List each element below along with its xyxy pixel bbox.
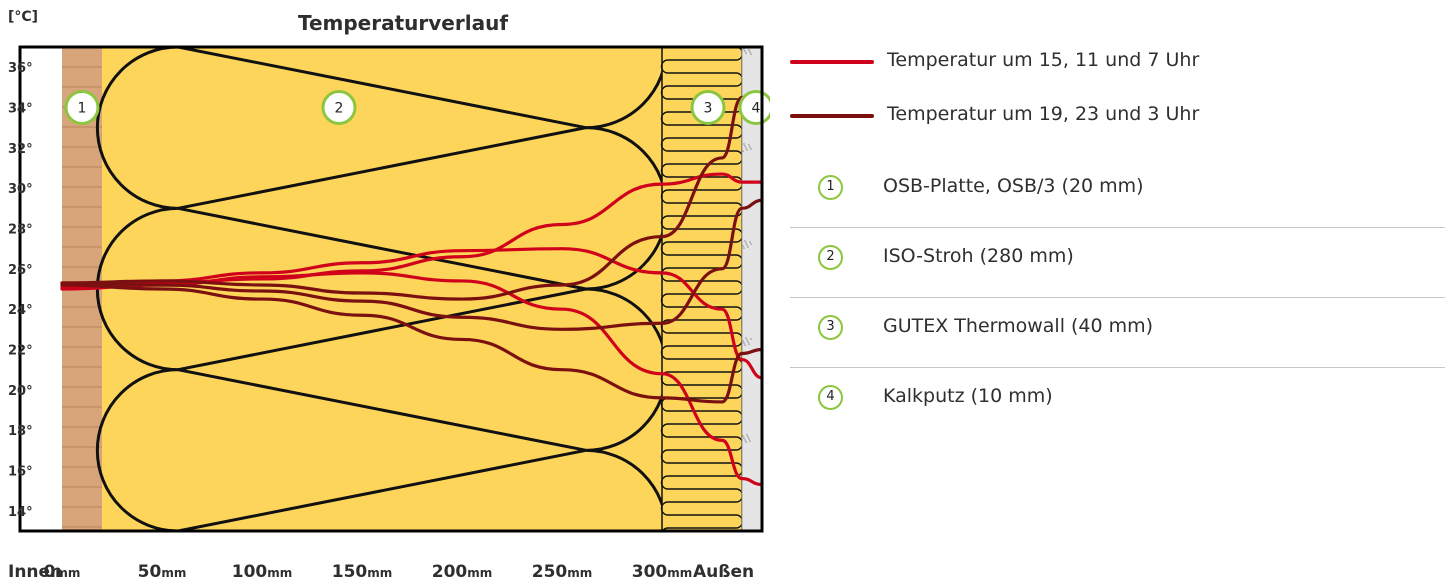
x-tick-label: 300mm	[632, 562, 693, 582]
x-axis: 0mm 50mm 100mm 150mm 200mm 250mm 300mm	[44, 562, 693, 582]
x-tick-unit: mm	[467, 566, 492, 580]
legend-item-label: Kalkputz (10 mm)	[883, 385, 1053, 407]
y-tick-label: 20°	[8, 384, 33, 399]
plaster-speck	[749, 440, 751, 442]
plaster-speck	[744, 240, 746, 242]
x-tick-unit: mm	[161, 566, 186, 580]
plaster-speck	[744, 344, 746, 346]
x-tick-unit: mm	[667, 566, 692, 580]
legend: Temperatur um 15, 11 und 7 Uhr Temperatu…	[790, 40, 1445, 437]
plaster-speck	[746, 339, 748, 341]
plaster-speck	[748, 49, 750, 51]
plaster-speck	[748, 144, 750, 146]
legend-number-badge: 3	[818, 315, 843, 340]
legend-line-night-label: Temperatur um 19, 23 und 3 Uhr	[887, 103, 1199, 125]
x-tick-label: 250mm	[532, 562, 593, 582]
plaster-speck	[745, 242, 747, 244]
layer-marker-label-1: 1	[78, 101, 87, 117]
layer-marker-label-2: 2	[335, 101, 344, 117]
x-tick-value: 150	[332, 562, 368, 582]
y-tick-label: 32°	[8, 142, 33, 157]
plaster-speck	[742, 435, 744, 437]
plaster-speck	[747, 341, 749, 343]
plaster-speck	[745, 441, 747, 443]
chart-title: Temperaturverlauf	[298, 11, 508, 35]
plaster-speck	[744, 50, 746, 52]
plaster-speck	[747, 246, 749, 248]
plaster-speck	[750, 148, 752, 150]
layer-marker-label-3: 3	[704, 101, 713, 117]
legend-line-night: Temperatur um 19, 23 und 3 Uhr	[790, 94, 1445, 148]
y-tick-label: 30°	[8, 182, 33, 197]
plaster-speck	[744, 439, 746, 441]
x-tick-label: 200mm	[432, 562, 493, 582]
y-tick-label: 16°	[8, 465, 33, 480]
legend-item-label: GUTEX Thermowall (40 mm)	[883, 315, 1153, 337]
plaster-speck	[743, 247, 745, 249]
x-tick-unit: mm	[567, 566, 592, 580]
plaster-speck	[742, 150, 744, 152]
x-tick-value: 100	[232, 562, 268, 582]
temperature-chart: [°C] Temperaturverlauf 1 2 3 4 14° 16° 18° 20°…	[0, 0, 770, 585]
legend-number-badge: 4	[818, 385, 843, 410]
plaster-speck	[747, 436, 749, 438]
plaster-speck	[746, 434, 748, 436]
legend-item-isostroh: 2 ISO-Stroh (280 mm)	[790, 228, 1445, 298]
x-tick-value: 250	[532, 562, 568, 582]
x-tick-value: 300	[632, 562, 668, 582]
x-right-label: Außen	[693, 562, 754, 582]
plaster-speck	[748, 343, 750, 345]
plaster-speck	[746, 149, 748, 151]
legend-line-day: Temperatur um 15, 11 und 7 Uhr	[790, 40, 1445, 94]
legend-line-day-swatch	[790, 60, 874, 64]
wall-layers	[62, 0, 762, 585]
plaster-speck	[750, 53, 752, 55]
y-tick-label: 24°	[8, 303, 33, 318]
plaster-speck	[745, 52, 747, 54]
legend-item-label: ISO-Stroh (280 mm)	[883, 245, 1074, 267]
plaster-speck	[745, 337, 747, 339]
plaster-speck	[742, 340, 744, 342]
x-tick-unit: mm	[267, 566, 292, 580]
x-tick-label: 150mm	[332, 562, 393, 582]
plaster-speck	[746, 244, 748, 246]
x-tick-value: 200	[432, 562, 468, 582]
y-tick-label: 36°	[8, 61, 33, 76]
layer-marker-label-4: 4	[752, 101, 761, 117]
legend-item-label: OSB-Platte, OSB/3 (20 mm)	[883, 175, 1144, 197]
plaster-speck	[742, 245, 744, 247]
plaster-speck	[750, 243, 752, 245]
legend-number-badge: 2	[818, 245, 843, 270]
plaster-speck	[744, 145, 746, 147]
plaster-speck	[749, 146, 751, 148]
x-tick-unit: mm	[367, 566, 392, 580]
plaster-speck	[748, 438, 750, 440]
plaster-speck	[743, 143, 745, 145]
plaster-speck	[749, 241, 751, 243]
x-tick-label: 50mm	[138, 562, 187, 582]
y-tick-label: 18°	[8, 424, 33, 439]
legend-item-kalkputz: 4 Kalkputz (10 mm)	[790, 368, 1445, 437]
y-tick-label: 22°	[8, 344, 33, 359]
legend-item-osb: 1 OSB-Platte, OSB/3 (20 mm)	[790, 158, 1445, 228]
legend-line-day-label: Temperatur um 15, 11 und 7 Uhr	[887, 49, 1199, 71]
x-tick-value: 50	[138, 562, 162, 582]
y-tick-label: 26°	[8, 263, 33, 278]
legend-line-night-swatch	[790, 114, 874, 118]
plaster-speck	[745, 147, 747, 149]
y-tick-label: 34°	[8, 102, 33, 117]
plaster-speck	[749, 51, 751, 53]
plaster-speck	[750, 338, 752, 340]
x-left-label: Innen	[8, 562, 62, 582]
plaster-speck	[743, 437, 745, 439]
x-tick-label: 100mm	[232, 562, 293, 582]
legend-item-gutex: 3 GUTEX Thermowall (40 mm)	[790, 298, 1445, 368]
y-unit-label: [°C]	[8, 9, 38, 25]
legend-number-badge: 1	[818, 175, 843, 200]
plaster-speck	[743, 342, 745, 344]
y-tick-label: 14°	[8, 505, 33, 520]
y-tick-label: 28°	[8, 223, 33, 238]
